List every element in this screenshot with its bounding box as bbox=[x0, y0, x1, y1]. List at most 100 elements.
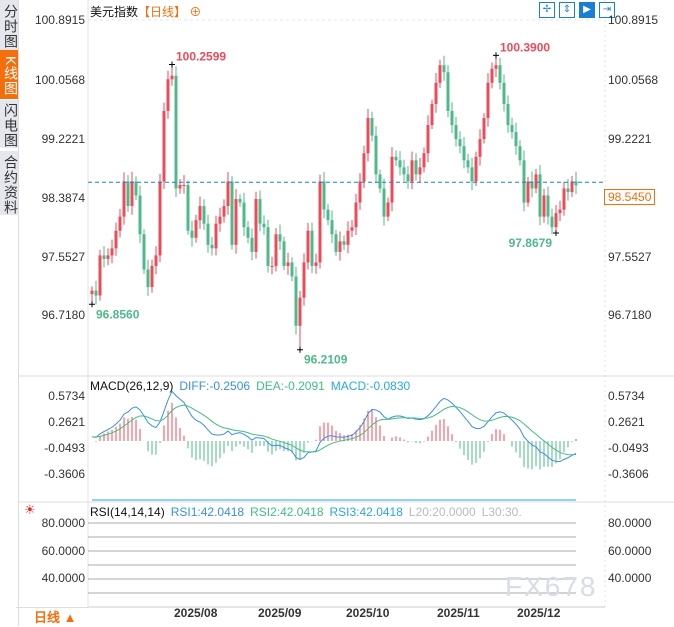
candle-body bbox=[374, 135, 378, 175]
candle-body bbox=[266, 227, 270, 266]
candle-body bbox=[166, 79, 170, 111]
candle-body bbox=[98, 255, 102, 296]
tab-contract-info[interactable]: 合约资料 bbox=[0, 151, 19, 215]
macd-title: MACD(26,12,9) bbox=[90, 379, 174, 393]
candle-body bbox=[442, 65, 446, 73]
rsi2: RSI2:42.0418 bbox=[250, 505, 324, 519]
candle-body bbox=[430, 103, 434, 126]
candle-body bbox=[126, 181, 130, 207]
candle-body bbox=[270, 265, 274, 267]
circle-plus-icon[interactable]: ⊕ bbox=[189, 5, 202, 19]
candle-body bbox=[330, 220, 334, 235]
candle-body bbox=[134, 181, 138, 196]
candle-body bbox=[334, 234, 338, 252]
candle-body bbox=[182, 184, 186, 186]
exit-right-icon[interactable]: ⇥ bbox=[599, 2, 615, 18]
candle-body bbox=[470, 167, 474, 182]
fit-range-icon[interactable]: ⇕ bbox=[559, 2, 575, 18]
rsi-tick-left: 60.0000 bbox=[41, 544, 85, 558]
candle-body bbox=[502, 82, 506, 104]
candle-body bbox=[486, 82, 490, 119]
candle-body bbox=[494, 65, 498, 69]
y-tick-right: 99.2221 bbox=[608, 132, 652, 146]
candle-body bbox=[198, 206, 202, 221]
candle-body bbox=[214, 223, 218, 249]
extreme-marker bbox=[493, 52, 499, 59]
candle-body bbox=[298, 297, 302, 326]
candle-body bbox=[142, 234, 146, 270]
candle-body bbox=[302, 262, 306, 298]
rsi-tick-left: 80.0000 bbox=[41, 516, 85, 530]
sidebar: 分时图 K线图 闪电图 合约资料 bbox=[0, 0, 19, 626]
extreme-marker bbox=[89, 301, 95, 308]
candle-body bbox=[534, 174, 538, 189]
rsi-legend: RSI(14,14,14) RSI1:42.0418 RSI2:42.0418 RSI… bbox=[90, 505, 528, 519]
candle-body bbox=[190, 230, 194, 238]
candle-body bbox=[434, 82, 438, 104]
macd-diff: DIFF:-0.2506 bbox=[179, 379, 251, 393]
rsi1: RSI1:42.0418 bbox=[170, 505, 245, 519]
candle-body bbox=[122, 181, 126, 217]
timeframe-selector[interactable]: 日线 ▲ bbox=[16, 607, 88, 626]
candle-body bbox=[406, 174, 410, 182]
candle-body bbox=[510, 125, 514, 133]
rsi-tick-left: 40.0000 bbox=[41, 571, 85, 585]
sun-settings-icon[interactable]: ☀ bbox=[24, 502, 36, 517]
tab-k-line[interactable]: K线图 bbox=[0, 50, 19, 99]
candle-body bbox=[242, 202, 246, 228]
candle-body bbox=[366, 118, 370, 154]
y-tick-left: 98.3874 bbox=[41, 191, 85, 205]
current-price-label: 98.5450 bbox=[604, 189, 656, 205]
extreme-label: 100.3900 bbox=[500, 40, 550, 54]
candle-body bbox=[562, 188, 566, 210]
candle-body bbox=[342, 241, 346, 245]
candle-body bbox=[414, 160, 418, 175]
candle-body bbox=[114, 230, 118, 249]
play-forward-icon[interactable]: ▶ bbox=[579, 2, 595, 18]
x-tick: 2025/09 bbox=[258, 606, 302, 620]
candle-body bbox=[150, 265, 154, 288]
macd-tick-left: -0.3606 bbox=[44, 467, 85, 481]
extreme-label: 100.2599 bbox=[176, 49, 226, 63]
candle-body bbox=[466, 160, 470, 168]
candle-body bbox=[174, 75, 178, 189]
x-tick: 2025/10 bbox=[346, 606, 390, 620]
candle-body bbox=[314, 262, 318, 266]
candle-body bbox=[222, 206, 226, 217]
macd-tick-right: 0.5734 bbox=[608, 389, 645, 403]
candle-body bbox=[286, 262, 290, 266]
candle-body bbox=[254, 199, 258, 252]
x-tick: 2025/08 bbox=[174, 606, 218, 620]
candle-body bbox=[162, 110, 166, 182]
candle-body bbox=[206, 223, 210, 245]
tab-flash-chart[interactable]: 闪电图 bbox=[0, 100, 19, 148]
candle-body bbox=[310, 230, 314, 266]
rsi-tick-right: 40.0000 bbox=[608, 571, 652, 585]
candle-body bbox=[294, 276, 298, 326]
extreme-label: 96.2109 bbox=[304, 353, 348, 367]
candle-body bbox=[458, 139, 462, 147]
candle-body bbox=[462, 146, 466, 161]
candle-body bbox=[274, 234, 278, 266]
crosshair-icon[interactable]: ✢ bbox=[539, 2, 555, 18]
extreme-label: 97.8679 bbox=[509, 236, 553, 250]
candle-body bbox=[326, 209, 330, 221]
candle-body bbox=[94, 290, 98, 296]
x-tick: 2025/12 bbox=[517, 606, 561, 620]
candle-body bbox=[262, 223, 266, 228]
candle-body bbox=[278, 234, 282, 242]
candle-body bbox=[386, 202, 390, 217]
instrument-name: 美元指数 bbox=[90, 5, 139, 19]
tab-time-chart[interactable]: 分时图 bbox=[0, 0, 19, 50]
rsi-l20: L20:20.0000 bbox=[408, 505, 476, 519]
macd-tick-right: -0.0493 bbox=[608, 441, 649, 455]
candle-body bbox=[378, 174, 382, 189]
candle-body bbox=[438, 65, 442, 83]
candle-body bbox=[110, 248, 114, 256]
candle-body bbox=[238, 199, 242, 203]
macd-legend: MACD(26,12,9) DIFF:-0.2506 DEA:-0.2091 MACD… bbox=[90, 379, 416, 393]
candle-body bbox=[170, 75, 174, 80]
candle-body bbox=[402, 167, 406, 175]
macd-tick-right: 0.2621 bbox=[608, 415, 645, 429]
